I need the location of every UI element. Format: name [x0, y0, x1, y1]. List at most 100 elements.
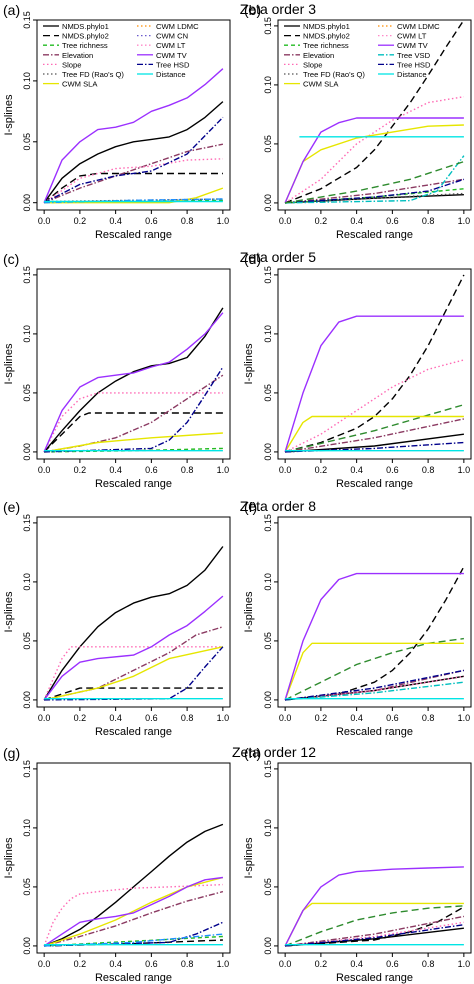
panel-c: (c) 0.00 0.05 0.10 0.15 0.0 0.2 0.4 0.6 0.8 1.0 Res… [3, 251, 231, 490]
y-axis-label: I-splines [3, 591, 15, 632]
x-tick-label: 0.6 [145, 713, 158, 723]
y-tick-label: 0.00 [263, 937, 273, 955]
plot-frame [277, 762, 472, 954]
y-tick-label: 0.15 [22, 11, 32, 29]
y-tick-label: 0.00 [263, 443, 273, 461]
series-line-elevation [284, 418, 465, 453]
y-tick-label: 0.05 [263, 384, 273, 402]
legend-label: Slope [303, 60, 322, 69]
plot-frame [36, 268, 231, 460]
series-line-tree-hsd [285, 924, 465, 947]
series-line-tree-fd-rao-s-q- [285, 192, 464, 204]
series-group [43, 68, 224, 204]
series-line-elevation [285, 915, 465, 947]
series-line-tree-vsd [44, 198, 223, 204]
series-group [43, 307, 224, 453]
series-line-nmds-phylo1 [43, 546, 224, 701]
series-line-tree-hsd [285, 441, 464, 453]
series-line-tree-richness [284, 637, 464, 701]
legend-label: Distance [156, 70, 186, 79]
legend-label: CWM LT [397, 32, 427, 41]
series-line-tree-hsd [285, 669, 465, 701]
x-axis-label: Rescaled range [336, 478, 413, 490]
series-line-nmds-phylo1 [43, 101, 224, 204]
series-group [284, 20, 465, 204]
x-tick-label: 0.2 [315, 216, 328, 226]
x-tick-label: 0.4 [350, 959, 363, 969]
x-tick-label: 0.4 [350, 216, 363, 226]
series-line-tree-vsd [44, 933, 223, 947]
legend-label: Tree HSD [156, 60, 190, 69]
plot-frame [277, 19, 472, 211]
x-tick-label: 0.4 [109, 959, 122, 969]
series-group [284, 274, 465, 453]
plot-frame [36, 516, 231, 708]
x-axis-label: Rescaled range [95, 726, 172, 738]
legend-label: Distance [397, 70, 427, 79]
x-tick-label: 0.0 [279, 959, 292, 969]
panel-label: (f) [244, 499, 257, 515]
series-line-nmds-phylo2 [285, 906, 465, 947]
y-tick-label: 0.00 [263, 691, 273, 709]
x-tick-label: 0.6 [386, 216, 399, 226]
series-line-tree-vsd [285, 681, 464, 701]
series-line-cwm-sla [43, 646, 224, 701]
series-line-nmds-phylo1 [43, 823, 224, 947]
series-line-elevation [43, 890, 224, 947]
x-tick-label: 0.0 [38, 713, 51, 723]
y-tick-label: 0.15 [22, 266, 32, 284]
y-axis-label: I-splines [243, 837, 255, 878]
x-tick-label: 0.2 [315, 713, 328, 723]
y-tick-label: 0.15 [22, 760, 32, 778]
x-tick-label: 0.2 [74, 713, 87, 723]
x-tick-label: 0.0 [38, 465, 51, 475]
row-title: Zeta order 5 [240, 249, 316, 265]
plot-frame [277, 268, 472, 460]
legend-label: CWM LDMC [156, 22, 199, 31]
series-group [284, 566, 465, 701]
x-axis-label: Rescaled range [95, 229, 172, 241]
legend-label: Tree FD (Rao's Q) [303, 70, 365, 79]
x-tick-label: 1.0 [458, 959, 471, 969]
x-tick-label: 0.2 [74, 216, 87, 226]
series-line-cwm-tv [43, 312, 224, 453]
x-axis-label: Rescaled range [336, 972, 413, 984]
legend-label: CWM LT [156, 41, 186, 50]
y-tick-label: 0.10 [22, 72, 32, 90]
series-line-elevation [43, 143, 224, 204]
y-tick-label: 0.00 [22, 443, 32, 461]
panel-e: (e) 0.00 0.05 0.10 0.15 0.0 0.2 0.4 0.6 0.8 1.0 Res… [3, 499, 231, 738]
panel-label: (c) [3, 251, 19, 267]
panel-label: (b) [244, 2, 261, 18]
x-axis-label: Rescaled range [336, 229, 413, 241]
row-title: Zeta order 3 [240, 1, 316, 17]
x-tick-label: 0.0 [279, 465, 292, 475]
y-tick-label: 0.10 [263, 76, 273, 94]
x-tick-label: 0.6 [386, 713, 399, 723]
x-tick-label: 1.0 [458, 465, 471, 475]
y-axis-label: I-splines [3, 94, 15, 135]
y-tick-label: 0.10 [22, 325, 32, 343]
panel-label: (g) [3, 745, 20, 761]
series-group [43, 546, 224, 701]
legend-label: Tree richness [303, 41, 349, 50]
series-line-slope [43, 646, 223, 701]
y-tick-label: 0.05 [263, 632, 273, 650]
series-line-nmds-phylo2 [43, 687, 223, 701]
series-line-tree-richness [284, 905, 464, 947]
legend-label: CWM SLA [62, 80, 98, 89]
x-tick-label: 0.6 [386, 465, 399, 475]
series-line-cwm-tv [284, 315, 464, 453]
y-tick-label: 0.00 [263, 194, 273, 212]
x-tick-label: 0.2 [74, 465, 87, 475]
panel-f: (f) 0.00 0.05 0.10 0.15 0.0 0.2 0.4 0.6 0.8 1.0 Res… [243, 499, 472, 738]
legend-label: CWM TV [156, 51, 188, 60]
series-line-cwm-tv [284, 866, 464, 947]
legend-label: CWM CN [156, 32, 188, 41]
y-tick-label: 0.05 [22, 384, 32, 402]
x-tick-label: 1.0 [217, 713, 230, 723]
y-axis-label: I-splines [243, 343, 255, 384]
y-tick-label: 0.00 [22, 194, 32, 212]
series-line-cwm-sla [43, 876, 224, 947]
